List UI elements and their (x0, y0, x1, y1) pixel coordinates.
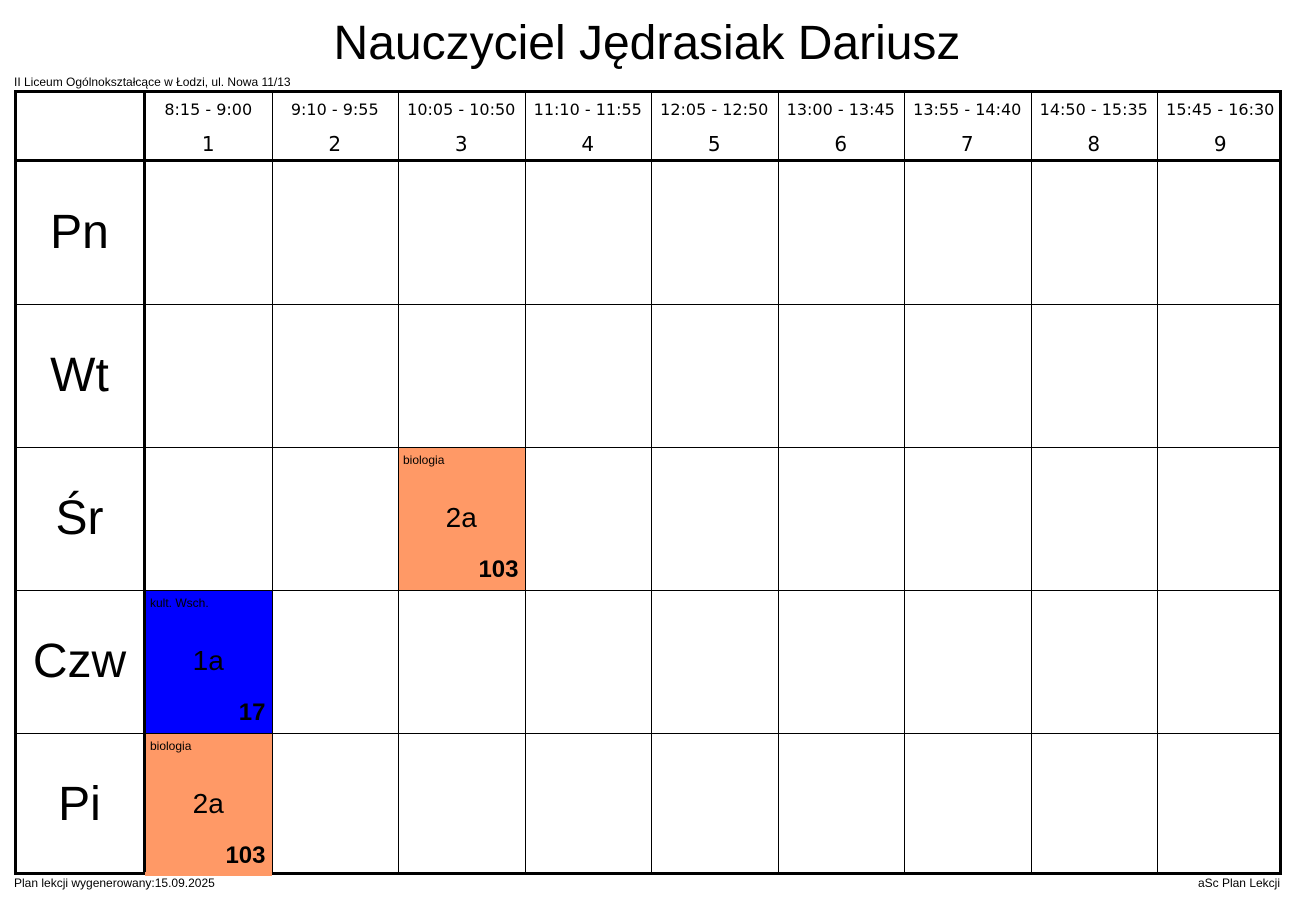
period-header: 10:05 - 10:50 3 (398, 93, 525, 159)
period-header: 12:05 - 12:50 5 (651, 93, 778, 159)
divider (904, 93, 905, 872)
divider (17, 590, 1279, 591)
period-time: 13:00 - 13:45 (786, 100, 895, 119)
divider (398, 93, 399, 872)
divider (778, 93, 779, 872)
software-name: aSc Plan Lekcji (1197, 876, 1280, 890)
period-header: 13:55 - 14:40 7 (904, 93, 1031, 159)
timetable-grid: 8:15 - 9:00 1 9:10 - 9:55 2 10:05 - 10:50 3 11… (14, 90, 1284, 876)
period-time: 14:50 - 15:35 (1039, 100, 1148, 119)
period-header: 14:50 - 15:35 8 (1031, 93, 1158, 159)
lesson-class: 1a (192, 645, 224, 676)
lesson-cell[interactable]: kult. Wsch. 1a 17 (145, 590, 272, 733)
period-time: 13:55 - 14:40 (913, 100, 1022, 119)
divider (17, 304, 1279, 305)
period-number: 7 (960, 132, 974, 156)
period-header: 13:00 - 13:45 6 (778, 93, 905, 159)
period-number: 9 (1213, 132, 1227, 156)
lesson-room: 17 (238, 699, 266, 726)
lesson-subject: biologia (150, 739, 192, 753)
divider (17, 159, 1279, 162)
divider (272, 93, 273, 872)
day-label: Pn (50, 206, 109, 259)
lesson-subject: kult. Wsch. (150, 596, 209, 610)
period-number: 5 (707, 132, 721, 156)
period-header: 8:15 - 9:00 1 (145, 93, 272, 159)
period-time: 9:10 - 9:55 (290, 100, 379, 119)
divider (525, 93, 526, 872)
divider (1157, 93, 1158, 872)
school-name: II Liceum Ogólnokształcące w Łodzi, ul. … (14, 75, 291, 89)
divider (1031, 93, 1032, 872)
divider (17, 733, 1279, 734)
divider (17, 447, 1279, 448)
period-number: 6 (834, 132, 848, 156)
page-title: Nauczyciel Jędrasiak Dariusz (333, 17, 961, 70)
period-header: 11:10 - 11:55 4 (525, 93, 652, 159)
lesson-room: 103 (225, 842, 266, 869)
generated-date: Plan lekcji wygenerowany:15.09.2025 (14, 876, 215, 890)
period-number: 2 (328, 132, 342, 156)
period-number: 4 (581, 132, 595, 156)
period-number: 8 (1087, 132, 1101, 156)
period-time: 11:10 - 11:55 (533, 100, 642, 119)
period-time: 10:05 - 10:50 (407, 100, 516, 119)
divider (143, 93, 146, 872)
day-label: Wt (50, 349, 109, 402)
lesson-room: 103 (478, 556, 519, 583)
lesson-cell[interactable]: biologia 2a 103 (398, 447, 525, 590)
divider (651, 93, 652, 872)
period-header: 9:10 - 9:55 2 (272, 93, 399, 159)
lesson-class: 2a (445, 502, 477, 533)
lesson-subject: biologia (403, 453, 445, 467)
day-label: Śr (55, 492, 104, 545)
lesson-cell[interactable]: biologia 2a 103 (145, 733, 272, 876)
period-time: 8:15 - 9:00 (164, 100, 253, 119)
day-label: Pi (58, 778, 101, 831)
period-number: 3 (454, 132, 468, 156)
period-time: 12:05 - 12:50 (660, 100, 769, 119)
period-time: 15:45 - 16:30 (1166, 100, 1275, 119)
period-header: 15:45 - 16:30 9 (1157, 93, 1284, 159)
lesson-class: 2a (192, 788, 224, 819)
period-number: 1 (201, 132, 215, 156)
day-label: Czw (32, 635, 127, 688)
